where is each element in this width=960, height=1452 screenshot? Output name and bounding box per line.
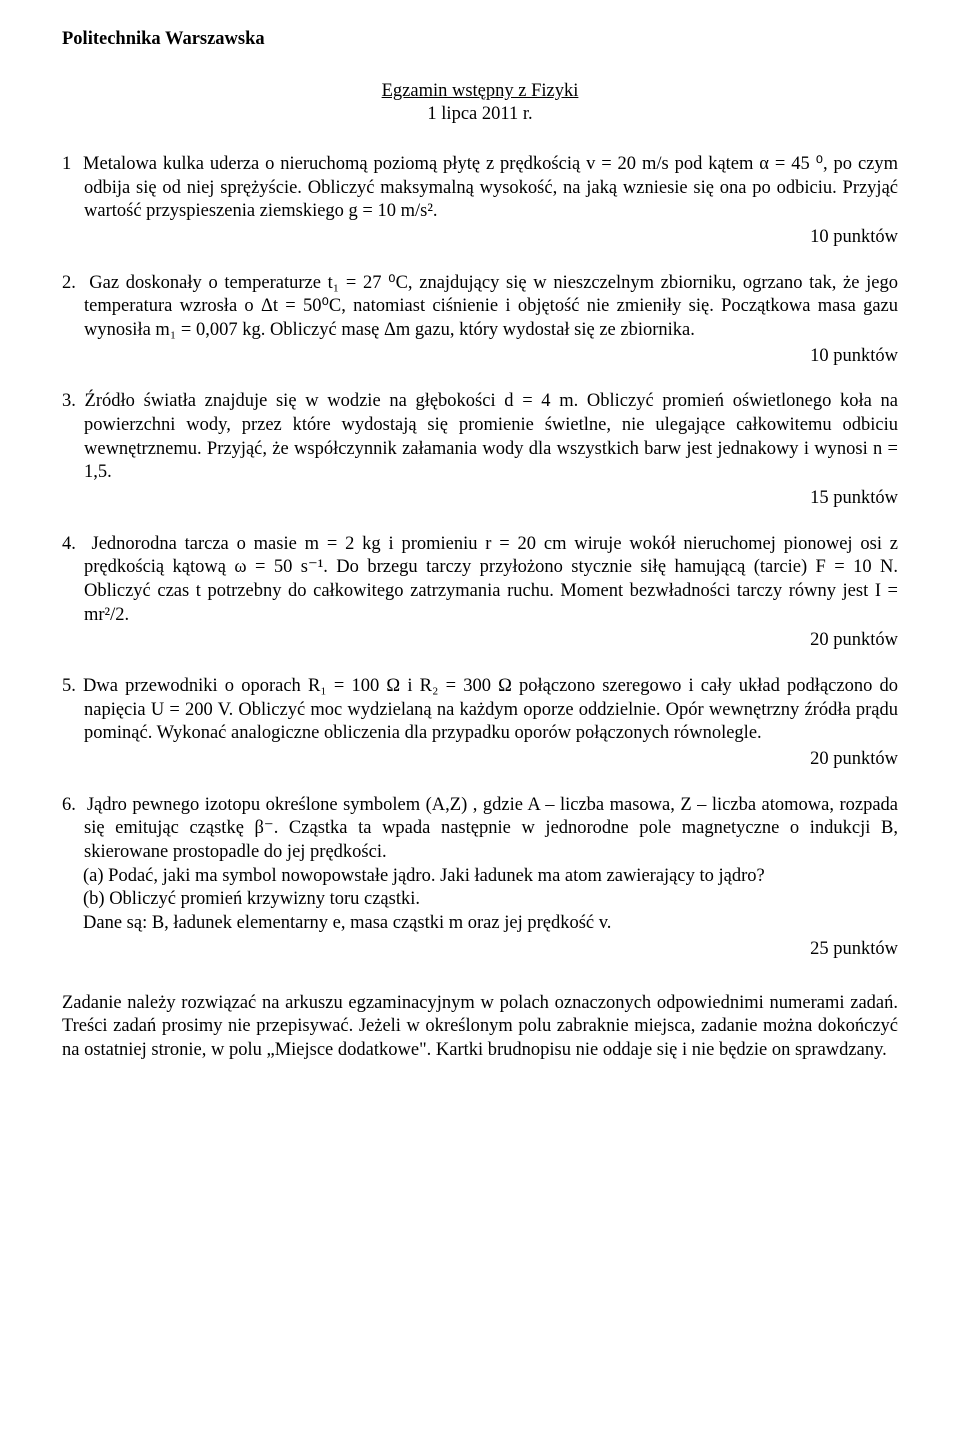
problem-2-body: Gaz doskonały o temperaturze t₁ = 27 ⁰C,… [84,273,898,340]
problem-1: 1 Metalowa kulka uderza o nieruchomą poz… [62,153,898,250]
problem-6: 6. Jądro pewnego izotopu określone symbo… [62,794,898,962]
exam-title-text: Egzamin wstępny z Fizyki [382,81,579,101]
problem-4-text: 4. Jednorodna tarcza o masie m = 2 kg i … [62,533,898,628]
problem-3-points: 15 punktów [62,487,898,511]
problem-3-text: 3. Źródło światła znajduje się w wodzie … [62,390,898,485]
problem-5-text: 5. Dwa przewodniki o oporach R₁ = 100 Ω … [62,675,898,746]
problem-6-data: Dane są: B, ładunek elementarny e, masa … [62,912,898,936]
university-header: Politechnika Warszawska [62,28,898,52]
problem-5-num: 5. [62,676,76,696]
problem-6-b: (b) Obliczyć promień krzywizny toru cząs… [62,888,898,912]
problem-4-num: 4. [62,534,76,554]
problem-4: 4. Jednorodna tarcza o masie m = 2 kg i … [62,533,898,653]
problem-4-body: Jednorodna tarcza o masie m = 2 kg i pro… [84,534,898,625]
university-name: Politechnika Warszawska [62,29,265,49]
problem-6-num: 6. [62,795,76,815]
problem-1-points: 10 punktów [62,226,898,250]
footer-instructions: Zadanie należy rozwiązać na arkuszu egza… [62,992,898,1063]
problem-6-a: (a) Podać, jaki ma symbol nowopowstałe j… [62,865,898,889]
problem-3-num: 3. [62,391,76,411]
problem-2-points: 10 punktów [62,345,898,369]
problem-1-num: 1 [62,154,71,174]
problem-4-points: 20 punktów [62,629,898,653]
problem-1-body: Metalowa kulka uderza o nieruchomą pozio… [83,154,898,221]
problem-5-points: 20 punktów [62,748,898,772]
problem-5-body: Dwa przewodniki o oporach R₁ = 100 Ω i R… [83,676,898,743]
problem-5: 5. Dwa przewodniki o oporach R₁ = 100 Ω … [62,675,898,772]
problem-2-num: 2. [62,273,76,293]
problem-6-points: 25 punktów [62,938,898,962]
problem-1-text: 1 Metalowa kulka uderza o nieruchomą poz… [62,153,898,224]
exam-date: 1 lipca 2011 r. [62,103,898,127]
problem-6-text: 6. Jądro pewnego izotopu określone symbo… [62,794,898,865]
problem-3-body: Źródło światła znajduje się w wodzie na … [84,391,898,482]
problem-2: 2. Gaz doskonały o temperaturze t₁ = 27 … [62,272,898,369]
problem-3: 3. Źródło światła znajduje się w wodzie … [62,390,898,510]
problem-6-body: Jądro pewnego izotopu określone symbolem… [84,795,898,862]
problem-2-text: 2. Gaz doskonały o temperaturze t₁ = 27 … [62,272,898,343]
exam-title-block: Egzamin wstępny z Fizyki 1 lipca 2011 r. [62,80,898,127]
exam-title: Egzamin wstępny z Fizyki [62,80,898,104]
